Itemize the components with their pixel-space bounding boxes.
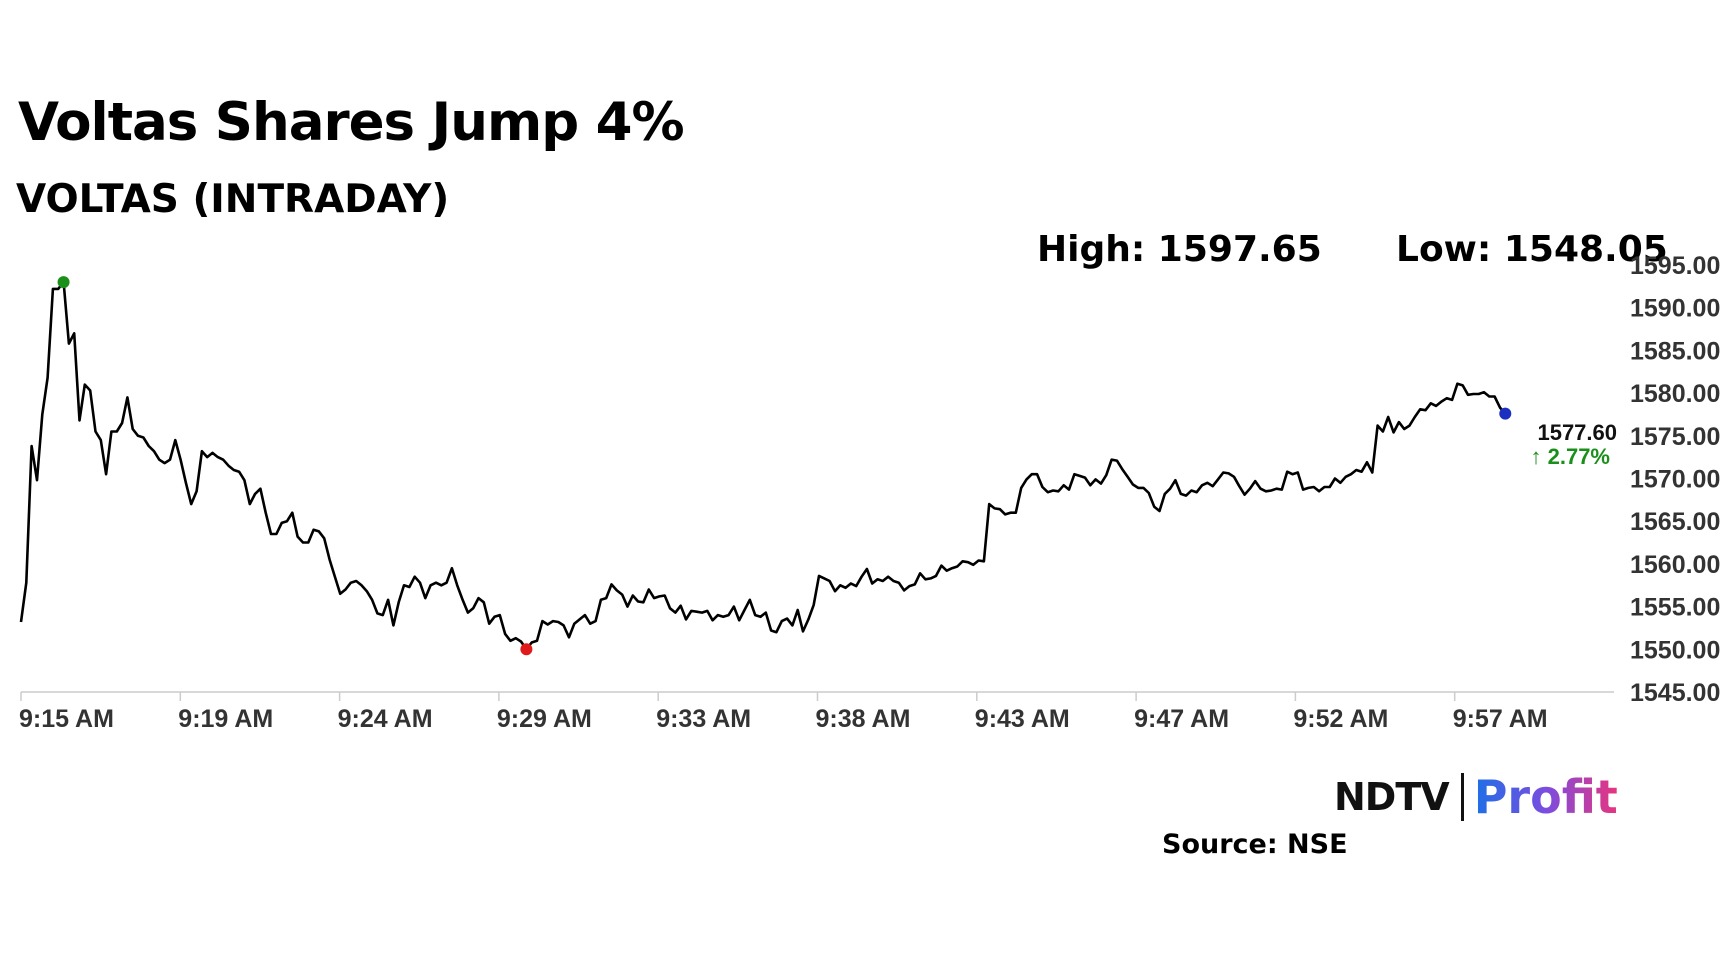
x-tick-label: 9:33 AM (656, 705, 751, 733)
ndtv-profit-logo: NDTV Profit (1334, 770, 1618, 824)
x-tick-label: 9:57 AM (1453, 705, 1548, 733)
x-tick-label: 9:15 AM (19, 705, 114, 733)
last-value-label: 1577.60 (1537, 420, 1617, 445)
source-note: Source: NSE (1162, 829, 1348, 860)
axis-layer: 1595.00 1590.00 1585.00 1580.00 1575.00 1570.… (19, 252, 1720, 733)
change-percent-label: ↑ 2.77% (1531, 444, 1611, 469)
logo-divider (1460, 773, 1464, 821)
y-tick-label: 1580.00 (1630, 380, 1720, 408)
high-point-marker (57, 276, 70, 289)
x-tick-label: 9:19 AM (178, 705, 273, 733)
x-tick-label: 9:38 AM (816, 705, 911, 733)
low-value-label: Low: 1548.05 (1396, 229, 1668, 270)
y-tick-label: 1590.00 (1630, 295, 1720, 323)
price-line (19, 280, 1507, 651)
y-tick-label: 1555.00 (1630, 594, 1720, 622)
chart-title: Voltas Shares Jump 4% (18, 92, 685, 153)
x-tick-label: 9:47 AM (1134, 705, 1229, 733)
logo-ndtv-text: NDTV (1334, 775, 1450, 819)
x-tick-label: 9:43 AM (975, 705, 1070, 733)
y-tick-label: 1545.00 (1630, 679, 1720, 707)
y-tick-label: 1560.00 (1630, 551, 1720, 579)
low-point-marker (520, 643, 533, 656)
chart-subtitle: VOLTAS (INTRADAY) (16, 177, 450, 222)
y-tick-label: 1550.00 (1630, 636, 1720, 664)
y-tick-label: 1575.00 (1630, 423, 1720, 451)
y-tick-label: 1570.00 (1630, 466, 1720, 494)
marker-layer: 1577.60↑ 2.77% (57, 276, 1617, 656)
logo-profit-text: Profit (1473, 770, 1618, 824)
y-tick-label: 1585.00 (1630, 337, 1720, 365)
x-tick-label: 9:29 AM (497, 705, 592, 733)
x-tick-label: 9:52 AM (1293, 705, 1388, 733)
y-tick-label: 1565.00 (1630, 508, 1720, 536)
y-tick-label: 1595.00 (1630, 252, 1720, 280)
x-tick-label: 9:24 AM (338, 705, 433, 733)
high-value-label: High: 1597.65 (1037, 229, 1322, 270)
last-point-marker (1499, 407, 1512, 420)
